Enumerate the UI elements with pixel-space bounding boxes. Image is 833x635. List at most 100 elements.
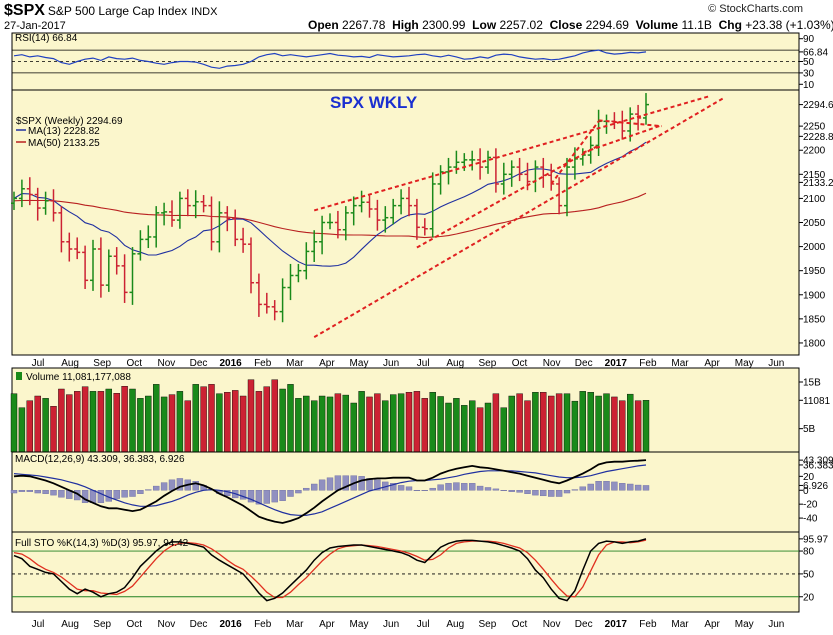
price-x-label-8: Mar xyxy=(286,358,304,369)
ma13-line xyxy=(13,141,647,267)
price-x-label-9: Apr xyxy=(319,358,335,369)
sto-x-label-11: Jun xyxy=(383,619,399,630)
macd-histogram-bar-41 xyxy=(334,475,342,491)
macd-tick-label-4: 0 xyxy=(803,486,809,497)
sto-x-label-2: Sep xyxy=(93,619,111,630)
macd-histogram-bar-53 xyxy=(429,487,436,491)
price-tick-label-10: 1900 xyxy=(803,290,826,301)
macd-histogram-bar-65 xyxy=(524,490,531,494)
macd-histogram-bar-66 xyxy=(532,490,539,496)
price-tick-label-5: 2133.25 xyxy=(803,178,833,189)
macd-histogram-bar-38 xyxy=(311,483,318,491)
volume-bar-30 xyxy=(247,379,255,453)
sto-tick-label-2: 50 xyxy=(803,569,815,580)
volume-bar-72 xyxy=(579,391,586,453)
close-value: 2294.69 xyxy=(585,18,629,32)
legend-price: $SPX (Weekly) 2294.69 xyxy=(16,116,123,127)
macd-histogram-bar-19 xyxy=(160,482,168,491)
price-x-label-18: 2017 xyxy=(605,358,628,369)
price-tick-label-4: 2150 xyxy=(803,170,826,181)
macd-histogram-bar-2 xyxy=(26,490,33,492)
price-tick-label-11: 1850 xyxy=(803,314,826,325)
volume-bar-65 xyxy=(524,400,531,453)
volume-bar-59 xyxy=(476,407,484,453)
volume-legend: Volume 11,081,177,088 xyxy=(26,372,131,383)
volume-bar-29 xyxy=(239,395,247,453)
volume-bar-10 xyxy=(89,391,97,453)
volume-bar-78 xyxy=(627,393,634,453)
rsi-tick-label-3: 30 xyxy=(803,68,815,79)
volume-bar-61 xyxy=(492,393,500,453)
macd-tick-label-6: -40 xyxy=(803,514,818,525)
sto-x-label-4: Nov xyxy=(158,619,176,630)
price-x-label-3: Oct xyxy=(127,358,143,369)
price-x-label-21: Apr xyxy=(704,358,720,369)
volume-bar-4 xyxy=(42,398,49,453)
sto-x-label-13: Aug xyxy=(446,619,464,630)
volume-bar-73 xyxy=(587,392,594,453)
stochastic-panel xyxy=(11,531,800,613)
sto-x-label-9: Apr xyxy=(319,619,335,630)
price-x-label-13: Aug xyxy=(446,358,464,369)
macd-histogram-bar-79 xyxy=(634,484,642,491)
volume-bar-51 xyxy=(413,391,421,453)
volume-value: 11.1B xyxy=(681,18,712,32)
macd-histogram-bar-78 xyxy=(627,483,634,491)
volume-bar-15 xyxy=(129,388,136,453)
volume-bar-38 xyxy=(311,400,318,453)
price-x-label-20: Mar xyxy=(671,358,689,369)
volume-bar-76 xyxy=(611,396,618,453)
chart-date: 27-Jan-2017 xyxy=(4,20,66,32)
volume-bar-14 xyxy=(121,386,128,453)
volume-bar-68 xyxy=(548,395,555,453)
macd-histogram-bar-59 xyxy=(476,485,484,491)
macd-histogram-bar-49 xyxy=(397,485,405,491)
price-x-label-0: Jul xyxy=(32,358,45,369)
volume-bar-40 xyxy=(326,396,334,453)
rsi-tick-label-0: 90 xyxy=(803,34,815,45)
macd-histogram-bar-67 xyxy=(540,490,547,497)
macd-histogram-bar-75 xyxy=(603,481,610,491)
volume-bar-52 xyxy=(421,398,428,453)
macd-histogram-bar-63 xyxy=(508,490,515,492)
macd-histogram-bar-6 xyxy=(58,490,65,498)
price-x-label-2: Sep xyxy=(93,358,111,369)
macd-histogram-bar-58 xyxy=(469,483,476,491)
price-x-label-22: May xyxy=(735,358,754,369)
volume-bar-80 xyxy=(642,400,650,453)
chart-annotation: SPX WKLY xyxy=(330,93,418,112)
macd-histogram-bar-4 xyxy=(42,490,49,494)
ma50-line xyxy=(13,192,647,239)
macd-histogram-bar-16 xyxy=(137,490,144,494)
macd-histogram-bar-69 xyxy=(555,490,563,497)
macd-histogram-bar-20 xyxy=(168,479,176,491)
macd-histogram-bar-60 xyxy=(484,487,492,491)
macd-histogram-bar-64 xyxy=(516,490,523,493)
volume-bar-22 xyxy=(184,400,192,453)
sto-d-line xyxy=(13,539,647,599)
price-tick-label-3: 2200 xyxy=(803,146,826,157)
price-tick-label-1: 2250 xyxy=(803,122,826,133)
macd-histogram-bar-3 xyxy=(34,490,41,494)
sto-x-label-17: Dec xyxy=(575,619,593,630)
rsi-tick-label-1: 66.84 xyxy=(803,47,828,58)
sto-x-label-19: Feb xyxy=(639,619,657,630)
volume-bar-60 xyxy=(484,402,492,453)
sto-x-label-15: Oct xyxy=(512,619,528,630)
macd-histogram-bar-56 xyxy=(453,482,460,491)
sto-x-label-1: Aug xyxy=(61,619,79,630)
price-panel xyxy=(11,89,800,356)
macd-histogram-bar-32 xyxy=(263,490,270,504)
macd-histogram-bar-0 xyxy=(10,490,18,494)
volume-bar-8 xyxy=(73,391,81,453)
volume-bar-75 xyxy=(603,393,610,453)
price-x-label-1: Aug xyxy=(61,358,79,369)
sto-x-label-18: 2017 xyxy=(605,619,628,630)
macd-histogram-bar-18 xyxy=(152,485,160,491)
volume-bar-67 xyxy=(540,392,547,453)
price-x-label-4: Nov xyxy=(158,358,176,369)
rsi-legend: RSI(14) 66.84 xyxy=(15,33,78,44)
price-x-label-5: Dec xyxy=(190,358,208,369)
price-tick-label-8: 2000 xyxy=(803,242,826,253)
